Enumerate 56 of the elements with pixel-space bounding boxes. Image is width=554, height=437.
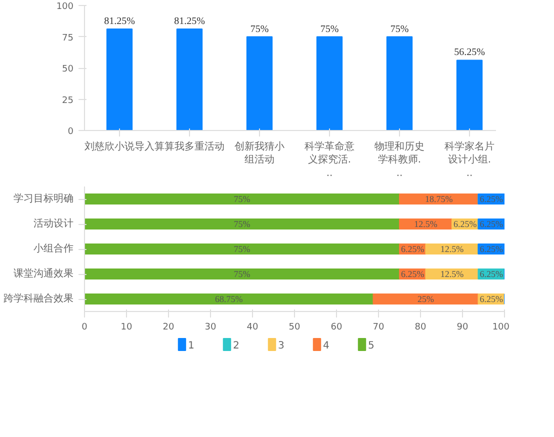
x-tick-label: 科学家名片设计小组... — [444, 140, 494, 179]
data-label: 18.75% — [425, 194, 454, 204]
x-tick-label: 50 — [288, 322, 300, 332]
data-label: 12.5% — [440, 244, 464, 254]
legend-label: 4 — [323, 340, 330, 352]
data-label: 25% — [418, 294, 434, 304]
y-tick-label: 活动设计 — [34, 218, 74, 230]
y-tick-label: 0 — [68, 127, 74, 137]
x-tick-label: 30 — [204, 322, 216, 332]
x-tick-label: 科学革命意义探究活... — [304, 140, 354, 179]
x-tick-label: 90 — [456, 322, 468, 332]
data-label: 75% — [390, 24, 409, 35]
legend-label: 3 — [278, 340, 284, 352]
y-tick-label: 25 — [62, 96, 74, 106]
data-label: 6.25% — [480, 244, 504, 254]
x-tick-label: 20 — [162, 322, 174, 332]
x-tick-label: 物理和历史学科教师... — [374, 140, 424, 179]
data-label: 68.75% — [215, 294, 244, 304]
data-label: 6.25% — [480, 269, 504, 279]
data-label: 56.25% — [454, 47, 485, 58]
y-tick-label: 75 — [62, 33, 74, 44]
data-label: 75% — [234, 244, 251, 254]
x-tick-label: 70 — [372, 322, 384, 332]
data-label: 75% — [250, 24, 269, 35]
y-tick-label: 100 — [56, 2, 74, 12]
y-tick-label: 50 — [62, 64, 74, 74]
y-tick-label: 小组合作 — [34, 242, 74, 254]
data-label: 6.25% — [480, 194, 504, 204]
x-tick-label: 0 — [82, 322, 88, 332]
x-tick-label: 算算我多重活动 — [154, 140, 224, 152]
data-label: 75% — [320, 24, 339, 35]
data-label: 75% — [234, 219, 251, 229]
x-tick-label: 刘慈欣小说导入 — [84, 140, 154, 152]
x-tick-label: 40 — [246, 322, 258, 332]
y-tick-label: 学习目标明确 — [14, 192, 74, 204]
x-tick-label: 创新我猜小组活动 — [234, 140, 284, 166]
x-tick-label: 60 — [330, 322, 342, 332]
data-label: 6.25% — [454, 219, 478, 229]
y-tick-label: 跨学科融合效果 — [4, 292, 74, 304]
legend-label: 2 — [233, 340, 240, 352]
data-label: 12.5% — [440, 269, 464, 279]
x-tick-label: 80 — [414, 322, 426, 332]
data-label: 6.25% — [480, 294, 504, 304]
x-tick-label: 10 — [120, 322, 132, 332]
data-label: 81.25% — [174, 16, 205, 27]
data-label: 75% — [234, 194, 251, 204]
data-label: 6.25% — [401, 244, 425, 254]
data-label: 12.5% — [414, 219, 438, 229]
data-label: 6.25% — [480, 219, 504, 229]
data-label: 6.25% — [401, 269, 425, 279]
y-tick-label: 课堂沟通效果 — [14, 268, 74, 280]
legend-label: 1 — [188, 340, 194, 352]
x-tick-label: 100 — [492, 322, 510, 332]
data-label: 81.25% — [104, 16, 135, 27]
data-label: 75% — [234, 269, 251, 279]
legend-label: 5 — [368, 340, 374, 352]
